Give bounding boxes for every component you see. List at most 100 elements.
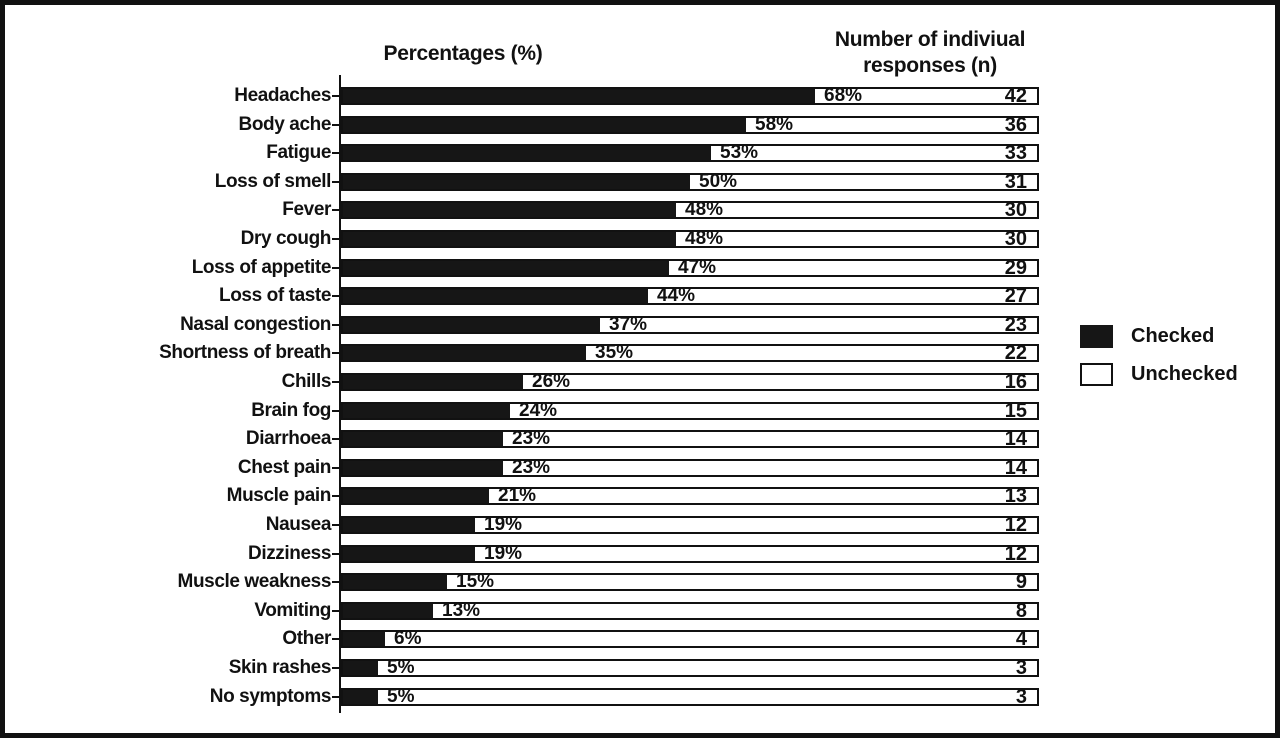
percent-label: 26% xyxy=(532,371,571,392)
axis-tick xyxy=(332,609,341,612)
responses-count: 9 xyxy=(1015,571,1027,594)
legend-label-checked: Checked xyxy=(1131,325,1215,347)
legend: Checked Unchecked xyxy=(1080,325,1238,401)
responses-header-line1: Number of indiviual xyxy=(834,28,1026,51)
percent-label: 37% xyxy=(609,313,648,335)
checked-bar xyxy=(343,575,447,590)
category-label: Nausea xyxy=(265,514,332,535)
percent-label: 44% xyxy=(657,285,696,307)
category-label: Dizziness xyxy=(248,542,331,564)
responses-count: 13 xyxy=(1004,485,1027,508)
checked-bar xyxy=(343,689,378,704)
bar-row: Loss of appetite 47% 29 xyxy=(5,256,1275,278)
checked-bar xyxy=(343,489,489,504)
bar-row: Body ache 58% 36 xyxy=(5,113,1275,135)
unchecked-bar: 48% 30 xyxy=(341,228,1039,250)
bar-row: Dizziness 19% 12 xyxy=(5,542,1275,564)
percent-label: 35% xyxy=(595,342,634,364)
category-label: Body ache xyxy=(238,113,332,135)
responses-header: Number of indiviual responses (n) xyxy=(780,27,1080,79)
category-label: Chest pain xyxy=(237,456,332,478)
axis-tick xyxy=(332,238,341,240)
responses-count: 15 xyxy=(1004,399,1027,422)
percent-label: 47% xyxy=(678,256,717,278)
percent-label: 19% xyxy=(484,514,523,535)
legend-item-unchecked: Unchecked xyxy=(1080,363,1238,386)
bar-row: Vomiting 13% 8 xyxy=(5,599,1275,621)
unchecked-swatch-icon xyxy=(1080,363,1113,386)
checked-bar xyxy=(343,661,378,675)
category-label: Loss of appetite xyxy=(191,256,332,278)
responses-count: 30 xyxy=(1004,199,1027,222)
axis-tick xyxy=(332,495,341,498)
percent-label: 24% xyxy=(519,399,558,421)
unchecked-bar: 5% 3 xyxy=(341,685,1039,707)
category-label: Vomiting xyxy=(254,599,331,621)
bar-row: Chest pain 23% 14 xyxy=(5,456,1275,479)
percent-label: 15% xyxy=(456,571,495,593)
checked-bar xyxy=(343,317,600,332)
bar-row: Skin rashes 5% 3 xyxy=(5,657,1275,678)
category-label: Loss of taste xyxy=(219,285,331,307)
percentages-header: Percentages (%) xyxy=(383,42,543,65)
bar-row: Dry cough 48% 30 xyxy=(5,228,1275,250)
category-label: Skin rashes xyxy=(228,657,332,678)
unchecked-bar: 35% 22 xyxy=(341,342,1039,365)
checked-bar xyxy=(343,460,503,475)
legend-label-unchecked: Unchecked xyxy=(1131,363,1238,385)
category-label: Muscle pain xyxy=(226,485,332,507)
category-label: Other xyxy=(282,628,331,650)
percent-label: 5% xyxy=(387,685,415,707)
unchecked-bar: 44% 27 xyxy=(341,285,1039,307)
percent-label: 48% xyxy=(685,199,724,221)
checked-bar xyxy=(343,89,815,103)
percent-label: 23% xyxy=(512,456,551,478)
responses-count: 22 xyxy=(1004,342,1027,365)
axis-tick xyxy=(332,695,341,698)
axis-tick xyxy=(332,524,341,526)
responses-count: 23 xyxy=(1004,313,1027,336)
responses-count: 16 xyxy=(1004,371,1027,393)
bar-row: Loss of smell 50% 31 xyxy=(5,170,1275,193)
category-label: Shortness of breath xyxy=(159,342,331,364)
unchecked-bar: 5% 3 xyxy=(341,658,1039,678)
category-label: Nasal congestion xyxy=(180,313,331,335)
checked-bar xyxy=(343,603,433,618)
axis-tick xyxy=(332,466,341,469)
bar-row: Loss of taste 44% 27 xyxy=(5,285,1275,307)
checked-bar xyxy=(343,260,669,275)
axis-tick xyxy=(332,667,341,669)
bar-row: Headaches 68% 42 xyxy=(5,86,1275,106)
category-label: Diarrhoea xyxy=(245,428,332,450)
responses-count: 14 xyxy=(1004,456,1027,479)
unchecked-bar: 23% 14 xyxy=(341,456,1039,479)
percent-label: 21% xyxy=(498,485,537,507)
responses-count: 33 xyxy=(1004,142,1027,165)
responses-count: 31 xyxy=(1004,170,1027,193)
axis-tick xyxy=(332,381,341,383)
unchecked-bar: 47% 29 xyxy=(341,256,1039,278)
unchecked-bar: 6% 4 xyxy=(341,629,1039,649)
bar-row: No symptoms 5% 3 xyxy=(5,685,1275,707)
bar-row: Nasal congestion 37% 23 xyxy=(5,313,1275,336)
axis-tick xyxy=(332,352,341,355)
axis-tick xyxy=(332,180,341,183)
checked-bar xyxy=(343,289,648,304)
unchecked-bar: 13% 8 xyxy=(341,599,1039,621)
responses-count: 30 xyxy=(1004,228,1027,250)
axis-tick xyxy=(332,552,341,555)
unchecked-bar: 21% 13 xyxy=(341,485,1039,508)
bar-row: Nausea 19% 12 xyxy=(5,514,1275,535)
unchecked-bar: 48% 30 xyxy=(341,199,1039,222)
bar-row: Other 6% 4 xyxy=(5,628,1275,650)
checked-bar xyxy=(343,403,510,418)
axis-tick xyxy=(332,323,341,326)
bar-row: Fever 48% 30 xyxy=(5,199,1275,222)
percent-label: 13% xyxy=(442,599,481,621)
checked-bar xyxy=(343,546,475,561)
rows: Headaches 68% 42 Body ache 58% 36 Fatigu… xyxy=(5,5,1275,733)
bar-row: Fatigue 53% 33 xyxy=(5,142,1275,165)
unchecked-bar: 19% 12 xyxy=(341,543,1039,564)
percent-label: 50% xyxy=(699,170,738,192)
